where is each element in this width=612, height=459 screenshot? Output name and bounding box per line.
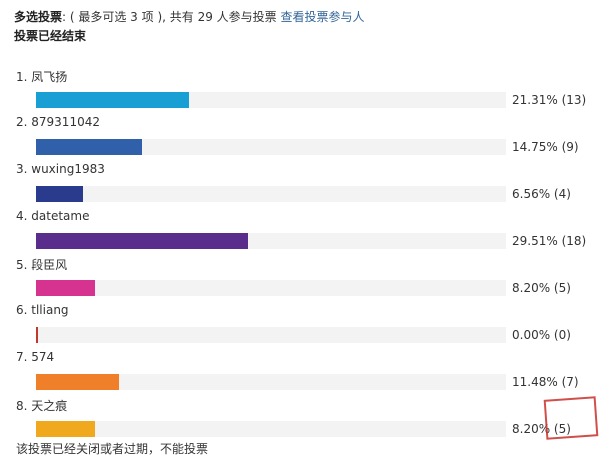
poll-option-label: 5. 段臣风	[16, 258, 68, 272]
poll-option-bar	[36, 233, 248, 249]
poll-option-label: 8. 天之痕	[16, 399, 68, 413]
poll-closed-notice: 该投票已经关闭或者过期，不能投票	[16, 442, 209, 456]
poll-option-bar	[36, 374, 119, 390]
poll-option-label: 3. wuxing1983	[16, 162, 105, 176]
poll-option-track	[36, 92, 506, 108]
poll-option-label: 4. datetame	[16, 209, 90, 223]
poll-option-label: 6. tlliang	[16, 303, 69, 317]
poll-option-track	[36, 327, 506, 343]
poll-header: 多选投票: ( 最多可选 3 项 ), 共有 29 人参与投票 查看投票参与人	[14, 8, 365, 25]
watermark-seal	[543, 396, 599, 440]
poll-option-track	[36, 233, 506, 249]
poll-option-bar	[36, 421, 95, 437]
poll-option-percent: 8.20% (5)	[512, 422, 571, 436]
poll-option-label: 7. 574	[16, 350, 55, 364]
poll-option-bar	[36, 92, 189, 108]
poll-status: 投票已经结束	[14, 29, 87, 43]
poll-option-label: 2. 879311042	[16, 115, 100, 129]
view-voters-link[interactable]: 查看投票参与人	[280, 10, 365, 24]
poll-option-track	[36, 421, 506, 437]
poll-option-bar	[36, 280, 95, 296]
poll-option-percent: 29.51% (18)	[512, 234, 587, 248]
poll-option-track	[36, 186, 506, 202]
poll-option-percent: 8.20% (5)	[512, 281, 571, 295]
poll-option-track	[36, 280, 506, 296]
poll-option-track	[36, 139, 506, 155]
poll-option-bar	[36, 186, 83, 202]
poll-limit-text: : ( 最多可选 3 项 ), 共有 29 人参与投票	[62, 10, 277, 24]
poll-option-track	[36, 374, 506, 390]
poll-option-percent: 6.56% (4)	[512, 187, 571, 201]
poll-option-percent: 21.31% (13)	[512, 93, 587, 107]
poll-option-bar	[36, 327, 38, 343]
poll-option-percent: 14.75% (9)	[512, 140, 579, 154]
poll-option-bar	[36, 139, 142, 155]
poll-option-percent: 0.00% (0)	[512, 328, 571, 342]
poll-option-label: 1. 凤飞扬	[16, 70, 68, 84]
poll-option-percent: 11.48% (7)	[512, 375, 579, 389]
poll-type-label: 多选投票	[14, 10, 63, 24]
